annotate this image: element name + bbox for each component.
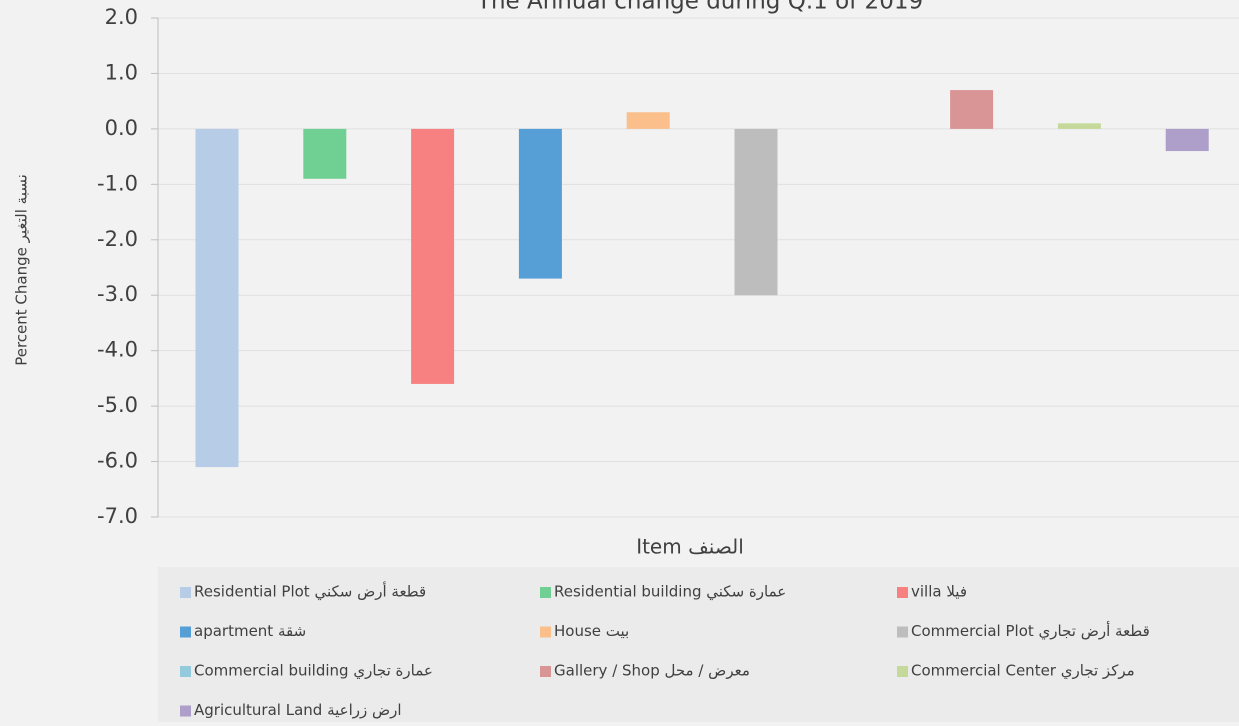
- legend-swatch: [540, 666, 551, 677]
- y-tick-label: -5.0: [97, 393, 138, 417]
- y-tick-label: -6.0: [97, 449, 138, 473]
- bar: [950, 90, 994, 129]
- y-tick-label: -1.0: [97, 171, 138, 195]
- bar: [626, 112, 670, 129]
- y-tick-label: -7.0: [97, 504, 138, 528]
- x-axis-label: Item الصنف: [636, 535, 744, 559]
- legend-label: Agricultural Land ارض زراعية: [194, 701, 402, 719]
- legend-swatch: [897, 666, 908, 677]
- y-tick-label: -3.0: [97, 282, 138, 306]
- legend-label: House بيت: [554, 622, 629, 640]
- y-tick-label: -2.0: [97, 227, 138, 251]
- legend-label: villa فيلا: [911, 583, 967, 601]
- legend-swatch: [897, 626, 908, 638]
- bar: [303, 128, 347, 179]
- legend-swatch: [180, 666, 191, 677]
- y-tick-label: 1.0: [105, 60, 138, 84]
- legend-swatch: [180, 587, 191, 598]
- legend-label: Residential building عمارة سكني: [554, 583, 786, 602]
- legend-label: Residential Plot قطعة أرض سكني: [194, 582, 426, 602]
- bar: [1165, 128, 1209, 152]
- legend-swatch: [180, 705, 191, 717]
- y-tick-label: 2.0: [105, 5, 138, 29]
- legend-swatch: [180, 626, 191, 638]
- legend-box: [158, 567, 1239, 722]
- bar: [195, 128, 239, 468]
- bar: [1057, 123, 1101, 129]
- legend-label: Commercial building عمارة تجاري: [194, 662, 433, 681]
- legend-swatch: [540, 587, 551, 598]
- y-tick-label: 0.0: [105, 116, 138, 140]
- chart-title: The Annual change during Q.1 of 2019: [476, 0, 923, 15]
- bar: [518, 128, 562, 279]
- legend-label: Commercial Center مركز تجاري: [911, 662, 1135, 681]
- y-axis-label: Percent Change نسبة التغير: [13, 174, 31, 366]
- legend-swatch: [540, 626, 551, 638]
- legend-swatch: [897, 587, 908, 598]
- legend-label: Commercial Plot قطعة أرض تجاري: [911, 621, 1150, 641]
- y-tick-label: -4.0: [97, 338, 138, 362]
- bar: [734, 128, 778, 296]
- bar: [411, 128, 455, 384]
- legend-label: Gallery / Shop معرض / محل: [554, 662, 750, 680]
- legend-label: apartment شقة: [194, 622, 306, 640]
